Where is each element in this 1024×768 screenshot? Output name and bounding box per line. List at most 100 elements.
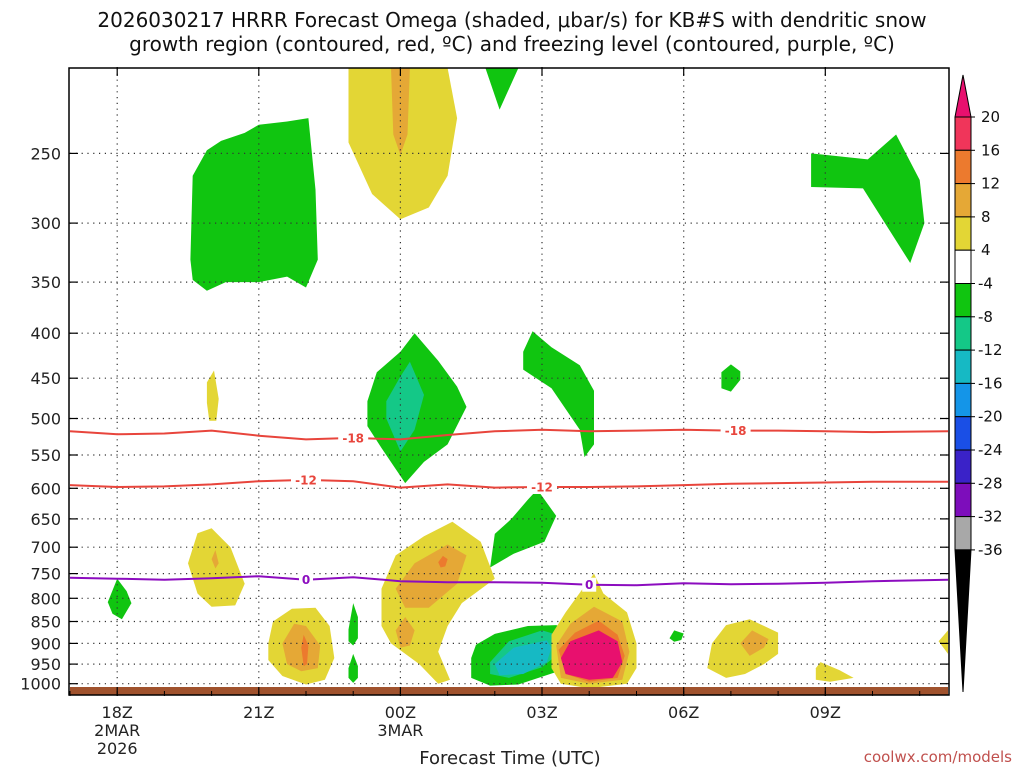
contour-label-dgz-minus-12: -12 (295, 473, 317, 487)
colorbar-swatch (954, 349, 972, 384)
y-axis-ticks: 250 300 350 400 450 500 550 600 650 700 750 800 850 9… (20, 144, 949, 694)
y-tick-label: 600 (30, 479, 61, 498)
y-tick-label: 500 (30, 410, 61, 429)
omega-region-green-small-left-low (107, 578, 132, 620)
omega-region-magenta-right-center (560, 630, 623, 680)
colorbar-swatch (954, 183, 972, 218)
omega-region-cyan-upper-center (386, 361, 424, 452)
y-tick-label: 1000 (20, 675, 61, 694)
omega-region-orange-center-low (395, 617, 415, 648)
colorbar-swatch (954, 116, 972, 151)
plot-frame (68, 67, 950, 696)
omega-region-orange-center-mid (395, 544, 467, 608)
x-tick-label: 18Z (102, 703, 133, 722)
contour-dgz-minus-12 (69, 478, 948, 489)
omega-region-yellow-left-small (206, 370, 219, 421)
colorbar-swatch (954, 249, 972, 284)
y-tick-label: 800 (30, 589, 61, 608)
omega-region-green-mid-right (523, 331, 594, 458)
colorbar-label: -20 (978, 408, 1003, 426)
x-tick-label: 2026 (97, 739, 138, 758)
colorbar-bottom-arrow (954, 549, 972, 693)
colorbar-label: -24 (978, 441, 1003, 459)
contour-dgz-minus-18 (69, 428, 949, 441)
omega-region-green-sliver-b (348, 653, 358, 683)
chart-title-line-2: growth region (contoured, red, ºC) and f… (129, 32, 895, 56)
colorbar-label: 16 (981, 141, 1000, 159)
x-tick-label: 03Z (526, 703, 557, 722)
colorbar-label: -4 (978, 275, 993, 293)
colorbar-label: -8 (978, 308, 993, 326)
omega-shaded-regions (107, 68, 948, 689)
y-tick-label: 900 (30, 634, 61, 653)
y-tick-label: 300 (30, 214, 61, 233)
omega-region-green-tiny-1 (669, 630, 684, 642)
colorbar-swatch (954, 482, 972, 518)
y-tick-label: 450 (30, 369, 61, 388)
omega-region-green-sliver-a (348, 603, 358, 646)
x-tick-label: 00Z (385, 703, 416, 722)
omega-region-yellow-right-low (707, 619, 779, 678)
omega-region-green-below-dgz (490, 489, 557, 568)
chart-title-line-1: 2026030217 HRRR Forecast Omega (shaded, … (97, 8, 926, 32)
colorbar-swatch (954, 216, 972, 251)
y-tick-label: 400 (30, 324, 61, 343)
contour-freezing-level-0 (69, 575, 949, 587)
colorbar-label: 4 (981, 241, 991, 259)
y-tick-label: 350 (30, 273, 61, 292)
omega-region-orange-left-low (282, 623, 321, 672)
colorbar: 20 16 12 8 4 -4 -8 -12 -16 -20 -24 -28 -32 -36 (954, 74, 1003, 693)
colorbar-swatch (954, 449, 972, 484)
omega-region-red-left-low (301, 634, 309, 667)
colorbar-label: -12 (978, 341, 1003, 359)
x-tick-label: 09Z (810, 703, 841, 722)
y-tick-label: 750 (30, 565, 61, 584)
contour-label-bg (291, 472, 321, 487)
x-tick-label: 06Z (668, 703, 699, 722)
colorbar-swatch (954, 283, 972, 318)
x-axis-title: Forecast Time (UTC) (419, 748, 600, 768)
x-tick-label: 2MAR (94, 721, 140, 740)
contour-label-freezing-level-0: 0 (302, 573, 310, 587)
colorbar-swatch (954, 149, 972, 185)
y-tick-label: 700 (30, 538, 61, 557)
colorbar-label: -36 (978, 541, 1003, 559)
colorbar-label: -28 (978, 474, 1003, 492)
omega-region-teal-low-center (494, 640, 552, 676)
omega-region-orange-top (391, 68, 410, 155)
contour-label-dgz-minus-12: -12 (531, 481, 553, 495)
y-tick-label: 550 (30, 446, 61, 465)
colorbar-label: -16 (978, 374, 1003, 392)
contour-label-bg (582, 577, 597, 592)
omega-region-green-upper-left (190, 118, 318, 291)
site-watermark: coolwx.com/models (864, 748, 1012, 766)
colorbar-swatch (954, 516, 972, 551)
y-tick-label: 850 (30, 613, 61, 632)
colorbar-swatch (954, 316, 972, 351)
omega-region-green-upper-right (811, 134, 925, 263)
contour-label-bg (338, 430, 369, 445)
contour-label-bg (527, 480, 557, 494)
omega-region-green-top-sliver (485, 68, 519, 110)
contour-label-bg (299, 572, 313, 587)
colorbar-swatch (954, 382, 972, 418)
colorbar-label: 20 (981, 108, 1000, 126)
grid-lines (70, 68, 948, 695)
x-tick-label: 21Z (243, 703, 274, 722)
ground-surface-band (70, 687, 948, 695)
omega-region-red-center-mid (438, 555, 448, 568)
colorbar-label: 12 (981, 175, 1000, 193)
contour-label-dgz-minus-18: -18 (725, 424, 747, 438)
omega-region-yellow-left-mid (188, 528, 245, 607)
omega-region-orange-left-mid (211, 550, 219, 569)
colorbar-label: -32 (978, 508, 1003, 526)
y-tick-label: 650 (30, 510, 61, 529)
omega-region-yellow-right-edge (938, 630, 948, 654)
omega-region-green-small-right (721, 364, 741, 392)
y-tick-label: 950 (30, 655, 61, 674)
contour-label-bg (720, 423, 751, 438)
y-tick-label: 250 (30, 144, 61, 163)
omega-region-yellow-right-bottom (815, 662, 854, 682)
